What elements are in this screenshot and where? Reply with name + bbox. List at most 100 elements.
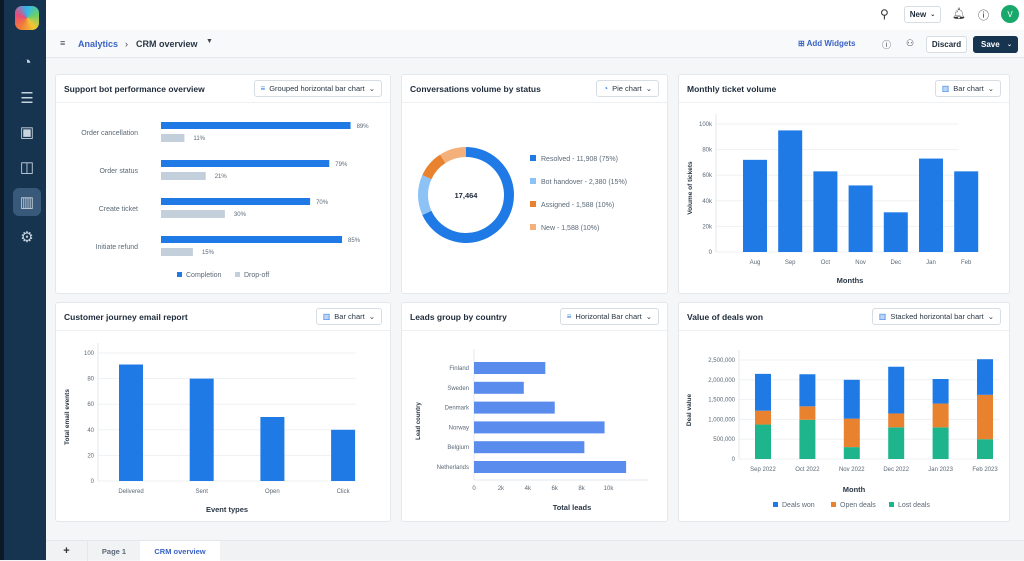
save-label: Save <box>981 40 1000 49</box>
x-axis-title: Month <box>843 485 866 494</box>
x-tick-label: Click <box>337 489 351 495</box>
x-tick-label: Jan <box>926 260 936 266</box>
x-tick-label: Oct <box>821 260 831 266</box>
breadcrumb-separator: › <box>125 39 128 49</box>
bar <box>331 429 356 481</box>
legend-label: Bot handover - 2,380 (15%) <box>541 179 627 186</box>
y-tick-label: 20k <box>702 224 713 230</box>
chevron-down-icon: ⌄ <box>368 84 375 93</box>
x-tick-label: Dec <box>890 260 901 266</box>
menu-icon[interactable]: ≡ <box>60 38 66 48</box>
pie-chart-icon: ◔ <box>603 84 609 93</box>
dashboard-dropdown-icon[interactable]: ▼ <box>206 38 213 45</box>
search-icon[interactable]: ⚲ <box>880 7 889 21</box>
legend-swatch <box>235 272 240 277</box>
bar <box>474 381 524 394</box>
chart-type-select[interactable]: ▥ Bar chart ⌄ <box>934 80 1001 97</box>
category-label: Netherlands <box>437 465 469 471</box>
tab-page-1[interactable]: Page 1 <box>101 546 127 556</box>
chevron-down-icon: ⌄ <box>645 312 652 321</box>
legend-swatch <box>177 272 182 277</box>
chart-type-label: Stacked horizontal bar chart <box>890 312 984 321</box>
chart-type-select[interactable]: ▥ Stacked horizontal bar chart ⌄ <box>871 308 1001 325</box>
bar-segment-lost-deals <box>843 447 860 459</box>
card-title: Monthly ticket volume <box>687 84 777 94</box>
y-tick-label: 40 <box>87 428 94 434</box>
bar-segment-open-deals <box>977 394 993 440</box>
bar-drop-off <box>161 134 185 142</box>
new-button[interactable]: New ⌄ <box>904 6 941 23</box>
pie-slice <box>440 147 466 164</box>
dashboard-icon[interactable]: ◔ <box>22 53 32 71</box>
breadcrumb-current: CRM overview <box>136 39 198 49</box>
breadcrumb-analytics[interactable]: Analytics <box>78 39 119 49</box>
bar <box>474 421 605 434</box>
help-icon[interactable]: ⓘ <box>978 10 989 22</box>
legend-label: Assigned - 1,588 (10%) <box>541 202 614 209</box>
share-user-icon[interactable]: ⚇ <box>906 38 915 48</box>
bar <box>848 185 873 252</box>
bar-segment-lost-deals <box>932 427 949 459</box>
bar-segment-open-deals <box>843 418 860 448</box>
help-icon[interactable]: ⓘ <box>882 40 892 50</box>
chart-type-label: Grouped horizontal bar chart <box>269 84 365 93</box>
bar-segment-open-deals <box>755 410 771 425</box>
bar-segment-deals-won <box>888 366 905 414</box>
add-widgets-button[interactable]: ⊞ Add Widgets <box>798 39 856 48</box>
y-tick-label: 100k <box>699 122 713 128</box>
conversations-icon[interactable]: ☰ <box>20 90 34 107</box>
center-total: 17,464 <box>455 191 479 200</box>
save-button[interactable]: Save ⌄ <box>973 36 1018 53</box>
add-page-button[interactable]: + <box>46 541 88 561</box>
category-label: Belgium <box>447 445 469 451</box>
chart-type-select[interactable]: ≡ Grouped horizontal bar chart ⌄ <box>253 80 382 97</box>
legend-label: Completion <box>186 272 222 279</box>
knowledge-base-icon[interactable]: ◫ <box>19 159 35 176</box>
category-label: Denmark <box>445 406 470 412</box>
legend-swatch <box>773 502 778 507</box>
data-label: 11% <box>193 136 205 142</box>
bar <box>474 441 585 454</box>
card-title: Support bot performance overview <box>64 84 205 94</box>
data-label: 89% <box>357 124 370 130</box>
y-tick-label: 1,500,000 <box>708 398 735 404</box>
bar <box>474 362 546 374</box>
bar-chart-icon: ▥ <box>941 84 950 93</box>
tab-crm-overview[interactable]: CRM overview <box>140 541 220 561</box>
legend-label: Resolved - 11,908 (75%) <box>541 156 618 163</box>
chart-type-select[interactable]: ◔ Pie chart ⌄ <box>596 80 659 97</box>
contacts-icon[interactable]: ▣ <box>19 124 35 141</box>
x-tick-label: Delivered <box>118 489 143 495</box>
bell-icon[interactable]: 🔔︎ <box>952 8 966 20</box>
avatar[interactable]: V <box>1001 5 1019 23</box>
category-label: Norway <box>449 425 469 431</box>
data-label: 15% <box>202 250 215 256</box>
x-tick-label: Nov 2022 <box>839 467 865 473</box>
bar <box>260 417 285 481</box>
category-label: Order cancellation <box>81 130 138 137</box>
card-support-bot: Support bot performance overview ≡ Groupe… <box>55 74 391 294</box>
chart-type-select[interactable]: ▥ Bar chart ⌄ <box>315 308 382 325</box>
y-tick-label: 1,000,000 <box>708 417 735 423</box>
x-tick-label: 4k <box>525 486 532 492</box>
chevron-down-icon: ⌄ <box>645 84 652 93</box>
bar-drop-off <box>161 172 206 180</box>
bar-segment-lost-deals <box>977 439 993 459</box>
legend-swatch <box>530 178 536 184</box>
chart-type-select[interactable]: ≡ Horizontal Bar chart ⌄ <box>559 308 659 325</box>
discard-button[interactable]: Discard <box>926 36 967 53</box>
bar-completion <box>161 236 343 243</box>
app-logo[interactable] <box>15 6 39 30</box>
chart-type-label: Bar chart <box>953 84 984 93</box>
card-title: Customer journey email report <box>64 312 188 322</box>
stacked-bar-icon: ▥ <box>878 312 887 321</box>
settings-icon[interactable]: ⚙ <box>20 229 34 246</box>
y-tick-label: 0 <box>91 479 95 485</box>
save-chevron-icon[interactable]: ⌄ <box>1006 42 1012 48</box>
x-tick-label: Dec 2022 <box>883 467 909 473</box>
bar-segment-lost-deals <box>888 427 905 459</box>
y-tick-label: 100 <box>84 351 95 357</box>
data-label: 21% <box>215 174 228 180</box>
analytics-icon[interactable]: ▥ <box>13 188 41 216</box>
category-label: Order status <box>99 168 138 175</box>
